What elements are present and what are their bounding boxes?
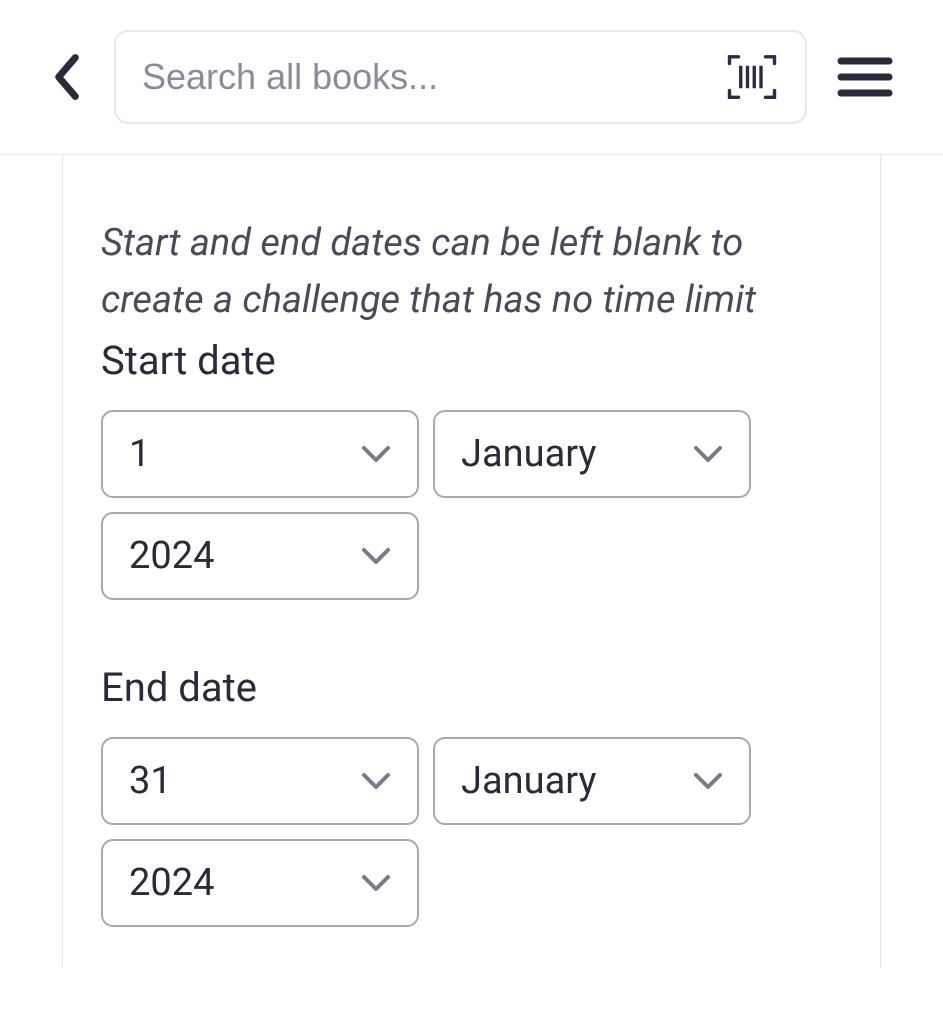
end-date-group: 31 January 2024 xyxy=(101,737,842,927)
challenge-date-card: Start and end dates can be left blank to… xyxy=(62,155,881,967)
end-day-select[interactable]: 31 xyxy=(101,737,419,825)
chevron-down-icon xyxy=(361,874,391,892)
chevron-down-icon xyxy=(361,445,391,463)
chevron-down-icon xyxy=(361,772,391,790)
start-month-select[interactable]: January xyxy=(433,410,751,498)
barcode-scan-button[interactable] xyxy=(725,50,779,104)
start-month-value: January xyxy=(461,432,596,476)
search-input[interactable] xyxy=(142,56,709,98)
start-day-select[interactable]: 1 xyxy=(101,410,419,498)
chevron-down-icon xyxy=(693,445,723,463)
start-year-select[interactable]: 2024 xyxy=(101,512,419,600)
search-container xyxy=(114,30,807,124)
start-date-group: 1 January 2024 xyxy=(101,410,842,600)
help-text: Start and end dates can be left blank to… xyxy=(101,215,842,329)
chevron-down-icon xyxy=(361,547,391,565)
end-date-label: End date xyxy=(101,664,842,711)
app-header xyxy=(0,0,943,155)
chevron-left-icon xyxy=(50,52,84,102)
end-month-select[interactable]: January xyxy=(433,737,751,825)
start-day-value: 1 xyxy=(129,432,150,476)
hamburger-icon xyxy=(837,55,893,99)
end-day-value: 31 xyxy=(129,759,172,803)
start-date-label: Start date xyxy=(101,337,842,384)
barcode-icon xyxy=(725,50,779,104)
end-month-value: January xyxy=(461,759,596,803)
menu-button[interactable] xyxy=(837,55,893,99)
back-button[interactable] xyxy=(50,52,84,102)
end-year-value: 2024 xyxy=(129,861,214,905)
start-year-value: 2024 xyxy=(129,534,214,578)
content-wrapper: Start and end dates can be left blank to… xyxy=(0,155,943,967)
chevron-down-icon xyxy=(693,772,723,790)
end-year-select[interactable]: 2024 xyxy=(101,839,419,927)
